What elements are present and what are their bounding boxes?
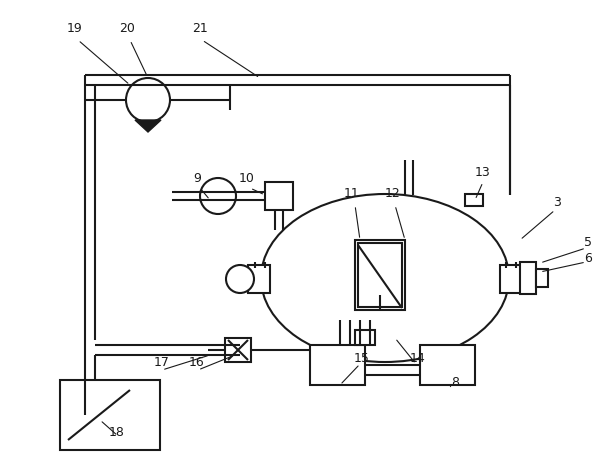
Text: 18: 18 (109, 426, 125, 438)
Bar (358, 243, 402, 307)
Bar (500, 265, 522, 293)
Bar (60, 380, 160, 450)
Text: 8: 8 (451, 375, 459, 389)
Bar (265, 182, 293, 210)
Bar (310, 345, 365, 385)
Text: 3: 3 (553, 195, 561, 209)
Text: 13: 13 (475, 165, 491, 179)
Bar (420, 345, 475, 385)
Bar (248, 265, 270, 293)
Bar (355, 330, 375, 345)
Bar (536, 269, 548, 287)
Text: 5: 5 (584, 236, 592, 248)
Text: 16: 16 (189, 356, 205, 370)
Text: 15: 15 (354, 352, 370, 365)
Polygon shape (135, 120, 161, 132)
Bar (355, 240, 405, 310)
Ellipse shape (261, 194, 509, 362)
Text: 17: 17 (154, 356, 170, 370)
Text: 21: 21 (192, 21, 208, 35)
Circle shape (200, 178, 236, 214)
Text: 12: 12 (385, 186, 401, 200)
Text: 20: 20 (119, 21, 135, 35)
Text: 14: 14 (410, 352, 426, 365)
Circle shape (126, 78, 170, 122)
Bar (465, 194, 483, 206)
Text: 9: 9 (193, 172, 201, 184)
Text: 11: 11 (344, 186, 360, 200)
Text: 19: 19 (67, 21, 83, 35)
Bar (520, 262, 536, 294)
Bar (225, 338, 251, 362)
Text: 6: 6 (584, 252, 592, 264)
Circle shape (226, 265, 254, 293)
Text: 10: 10 (239, 172, 255, 184)
